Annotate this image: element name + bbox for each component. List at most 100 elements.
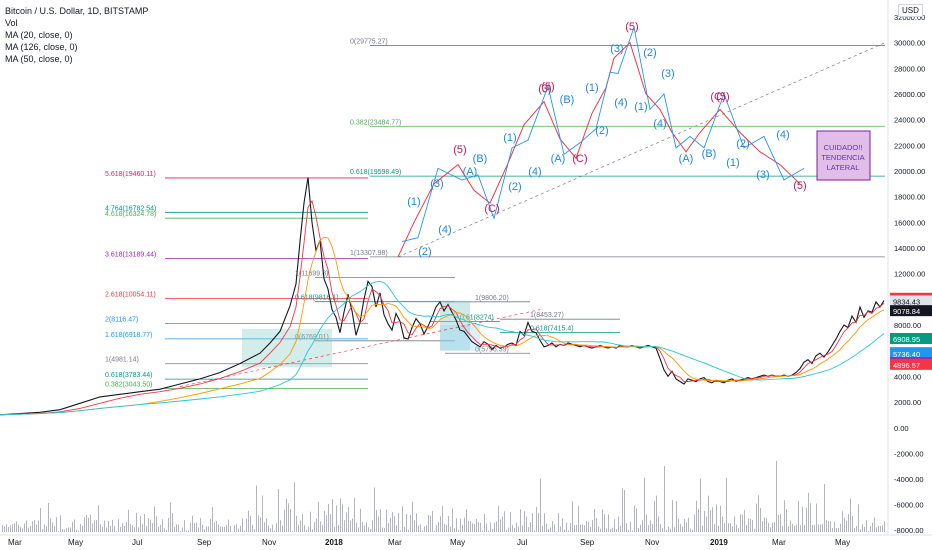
volume-bar [132,525,133,532]
volume-bar [94,520,95,532]
time-tick-label: Nov [262,538,276,547]
volume-bar [70,527,71,532]
volume-bar [260,517,261,532]
time-tick-label: Mar [772,538,786,547]
volume-bar [192,515,193,532]
volume-bar [648,525,649,532]
volume-bar [200,518,201,532]
volume-bar [516,522,517,532]
volume-bar [652,524,653,532]
volume-bar [438,521,439,532]
volume-bar [86,514,87,532]
volume-bar [420,524,421,532]
volume-tick-label: -8000.00 [894,526,924,535]
volume-bar [866,520,867,532]
volume-bar [868,530,869,532]
volume-bar [440,516,441,532]
volume-bar [244,530,245,532]
volume-bar [600,528,601,532]
volume-bar [340,498,341,532]
volume-bar [54,526,55,532]
volume-bar [810,503,811,532]
volume-bar [882,525,883,532]
volume-bar [322,524,323,532]
volume-bar [290,509,291,532]
volume-bar [184,520,185,532]
volume-bar [306,530,307,532]
volume-bar [34,520,35,532]
volume-bar [100,524,101,532]
volume-bar [356,522,357,532]
volume-bar [760,508,761,532]
currency-button[interactable]: USD [898,4,923,17]
wave-label: (5) [716,91,729,103]
volume-bar [134,527,135,532]
volume-bar [610,528,611,532]
volume-bar [678,518,679,532]
volume-bar [434,530,435,532]
volume-bar [874,517,875,532]
volume-bar [480,522,481,532]
fib-level-label: 0.382(23484.77) [350,119,401,126]
volume-bar [812,525,813,532]
volume-bar [236,524,237,532]
time-tick-label: Sep [580,538,595,547]
volume-bar [508,527,509,532]
wave-label: (3) [430,178,443,190]
wave-label: (5) [793,180,806,192]
volume-bar [254,529,255,532]
fib-level-label: 0.618(9816.1) [295,295,339,302]
volume-bar [658,516,659,532]
volume-bar [8,526,9,532]
volume-bar [634,505,635,532]
volume-bar [594,508,595,532]
volume-bar [16,521,17,532]
volume-bar [96,519,97,532]
time-tick-label: Sep [197,538,212,547]
volume-bar [666,530,667,532]
volume-bar [14,523,15,532]
volume-bar [12,524,13,532]
volume-bar [872,522,873,532]
volume-indicator-label[interactable]: Vol [5,18,18,28]
fib-level-label: 1(8453.27) [530,312,564,319]
volume-bar [790,520,791,532]
volume-bar [444,523,445,532]
fib-level-label: 4.618(16324.78) [105,211,156,218]
fib-level-label: 0(29775.27) [350,39,388,46]
volume-bar [92,523,93,532]
volume-bar [382,527,383,532]
volume-bar [502,516,503,532]
volume-bar [190,522,191,532]
volume-bar [388,522,389,532]
volume-bar [750,518,751,532]
wave-label: (B) [702,148,717,160]
price-tick-label: 16000.00 [894,218,925,227]
volume-bar [252,524,253,532]
volume-bar [494,522,495,532]
volume-bar [302,514,303,532]
volume-bar [404,526,405,532]
volume-bar [214,522,215,532]
volume-bar [464,517,465,532]
volume-bar [396,525,397,532]
volume-bar [794,525,795,532]
volume-bar [124,525,125,532]
volume-bar [24,523,25,532]
ma20-indicator-label[interactable]: MA (20, close, 0) [5,30,73,40]
wave-label: (C) [710,91,725,103]
volume-bar [384,527,385,532]
volume-bar [554,524,555,532]
volume-bar [392,512,393,532]
ma126-indicator-label[interactable]: MA (126, close, 0) [5,42,78,52]
volume-bar [704,510,705,532]
volume-bar [324,511,325,532]
volume-bar [604,514,605,532]
volume-bar [640,524,641,532]
volume-bar [474,524,475,532]
fib-level-label: 0(6769.01) [295,334,329,341]
volume-bar [40,508,41,532]
volume-bar [76,529,77,532]
ma50-indicator-label[interactable]: MA (50, close, 0) [5,54,73,64]
